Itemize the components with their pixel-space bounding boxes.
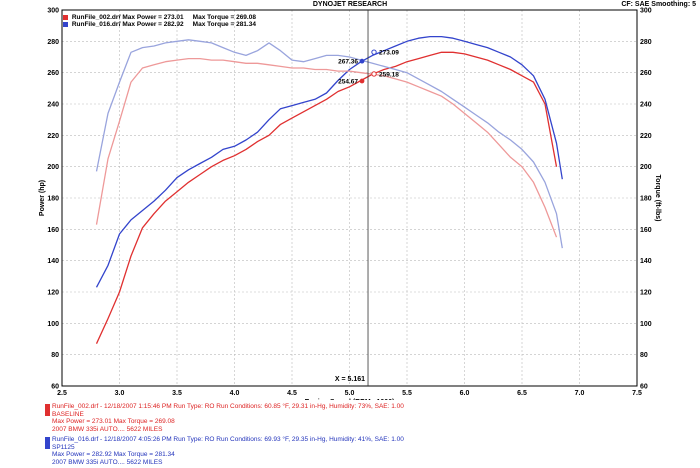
legend-swatch-run-1 bbox=[63, 14, 68, 20]
x-tick-label: 6.0 bbox=[460, 390, 470, 397]
summary-run-2-torque: Max Torque = 281.34 bbox=[192, 21, 256, 28]
footer-run-2: RunFile_016.drf - 12/18/2007 4:05:26 PM … bbox=[45, 436, 404, 466]
footer-run-1-details: RunFile_002.drf - 12/18/2007 1:15:46 PM … bbox=[52, 403, 404, 410]
y-tick-label-left: 120 bbox=[47, 290, 59, 297]
x-tick-label: 5.0 bbox=[345, 390, 355, 397]
y-tick-label-right: 60 bbox=[640, 384, 648, 391]
series-line-power-0 bbox=[95, 51, 558, 344]
y-tick-label-right: 260 bbox=[640, 70, 652, 77]
chart-settings: CF: SAE Smoothing: 5 bbox=[621, 1, 696, 8]
y-tick-label-left: 80 bbox=[51, 352, 59, 359]
x-tick-label: 7.5 bbox=[632, 390, 642, 397]
y-tick-label-right: 80 bbox=[640, 352, 648, 359]
y-tick-label-left: 60 bbox=[51, 384, 59, 391]
y-tick-label-right: 300 bbox=[640, 8, 652, 15]
y-tick-label-right: 180 bbox=[640, 196, 652, 203]
y-tick-label-right: 240 bbox=[640, 102, 652, 109]
y-tick-label-left: 240 bbox=[47, 102, 59, 109]
y-tick-label-right: 160 bbox=[640, 227, 652, 234]
series-line-power-1 bbox=[95, 35, 563, 288]
y-tick-label-right: 200 bbox=[640, 164, 652, 171]
y-tick-label-right: 120 bbox=[640, 290, 652, 297]
x-tick-label: 2.5 bbox=[57, 390, 67, 397]
x-tick-label: 4.5 bbox=[287, 390, 297, 397]
x-tick-label: 7.0 bbox=[575, 390, 585, 397]
summary-run-2-power: Max Power = 282.92 bbox=[122, 21, 184, 28]
summary-run-1: RunFile_002.drf Max Power = 273.01 Max T… bbox=[63, 14, 256, 21]
marker-label: 267.36 bbox=[338, 59, 358, 66]
x-tick-label: 3.5 bbox=[172, 390, 182, 397]
chart-title: DYNOJET RESEARCH bbox=[312, 1, 388, 8]
y-tick-label-left: 280 bbox=[47, 39, 59, 46]
summary-run-1-power: Max Power = 273.01 bbox=[122, 14, 184, 21]
y-tick-label-left: 300 bbox=[47, 8, 59, 15]
y-tick-label-right: 280 bbox=[640, 39, 652, 46]
footer-run-2-max: Max Power = 282.92 Max Torque = 281.34 bbox=[52, 451, 175, 458]
marker-point bbox=[371, 71, 377, 77]
y-axis-label-left: Power (hp) bbox=[39, 180, 46, 216]
y-tick-label-right: 100 bbox=[640, 321, 652, 328]
x-tick-label: 3.0 bbox=[115, 390, 125, 397]
marker-label: 273.09 bbox=[379, 50, 399, 57]
y-tick-label-left: 260 bbox=[47, 70, 59, 77]
marker-label: 259.18 bbox=[379, 71, 399, 78]
cursor-label: X = 5.161 bbox=[335, 376, 365, 383]
footer-run-2-vehicle: 2007 BMW 335i AUTO.... 5622 MILES bbox=[52, 458, 163, 466]
summary-run-2-file: RunFile_016.drf bbox=[71, 21, 121, 28]
footer-run-1-vehicle: 2007 BMW 335i AUTO.... 5622 MILES bbox=[52, 425, 163, 433]
marker-point bbox=[359, 78, 365, 84]
footer-run-2-details: RunFile_016.drf - 12/18/2007 4:05:26 PM … bbox=[52, 436, 404, 443]
footer-run-1-tag: BASELINE bbox=[52, 410, 84, 418]
plot-frame bbox=[61, 9, 638, 387]
y-axis-label-right: Torque (ft-lbs) bbox=[654, 175, 661, 222]
y-tick-label-left: 180 bbox=[47, 196, 59, 203]
legend-swatch-run-2 bbox=[63, 21, 68, 27]
y-tick-label-left: 140 bbox=[47, 258, 59, 265]
footer-swatch-run-2 bbox=[45, 437, 50, 449]
y-tick-label-right: 140 bbox=[640, 258, 652, 265]
x-tick-label: 4.0 bbox=[230, 390, 240, 397]
y-tick-label-left: 220 bbox=[47, 133, 59, 140]
footer-run-1: RunFile_002.drf - 12/18/2007 1:15:46 PM … bbox=[45, 403, 404, 433]
y-tick-label-left: 160 bbox=[47, 227, 59, 234]
x-axis-label: Engine Speed (RPM x1000) bbox=[305, 399, 395, 400]
y-tick-label-left: 100 bbox=[47, 321, 59, 328]
series-line-torque-2 bbox=[95, 57, 558, 238]
marker-point bbox=[359, 58, 365, 64]
y-tick-label-right: 220 bbox=[640, 133, 652, 140]
summary-run-1-torque: Max Torque = 269.08 bbox=[192, 14, 256, 21]
y-tick-label-left: 200 bbox=[47, 164, 59, 171]
x-tick-label: 6.5 bbox=[517, 390, 527, 397]
footer-run-1-max: Max Power = 273.01 Max Torque = 269.08 bbox=[52, 418, 175, 425]
marker-point bbox=[371, 49, 377, 55]
summary-run-2: RunFile_016.drf Max Power = 282.92 Max T… bbox=[63, 21, 256, 28]
marker-label: 254.67 bbox=[338, 79, 358, 86]
summary-run-1-file: RunFile_002.drf bbox=[71, 14, 121, 21]
footer-run-2-tag: SP1125 bbox=[52, 443, 75, 451]
x-tick-label: 5.5 bbox=[402, 390, 412, 397]
footer-swatch-run-1 bbox=[45, 404, 50, 416]
series-line-torque-3 bbox=[95, 39, 563, 249]
